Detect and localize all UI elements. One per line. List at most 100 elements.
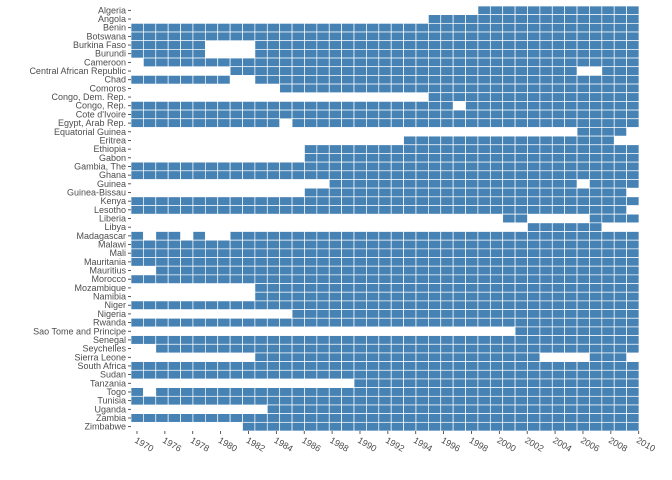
heatmap-cell	[204, 57, 219, 68]
heatmap-cell	[589, 309, 603, 319]
heatmap-cell	[539, 291, 553, 302]
heatmap-cell	[229, 196, 243, 206]
heatmap-cell	[539, 231, 553, 241]
heatmap-cell	[428, 101, 442, 111]
heatmap-cell	[489, 387, 504, 397]
heatmap-cell	[353, 413, 367, 423]
heatmap-cell	[576, 421, 590, 432]
y-tick-label: Seychelles	[82, 344, 126, 354]
heatmap-cell	[143, 101, 157, 111]
heatmap-cell	[366, 40, 380, 50]
heatmap-cell	[502, 92, 516, 102]
heatmap-cell	[527, 335, 541, 345]
heatmap-cell	[304, 57, 318, 68]
heatmap-cell	[366, 283, 380, 293]
x-tick-label: 1996	[440, 435, 462, 454]
heatmap-cell	[180, 101, 194, 111]
heatmap-cell	[279, 317, 293, 328]
heatmap-cell	[266, 395, 281, 406]
heatmap-cell	[539, 101, 553, 111]
heatmap-cell	[502, 404, 516, 415]
heatmap-cell	[428, 300, 442, 310]
heatmap-cell	[613, 317, 627, 328]
heatmap-cell	[428, 257, 442, 267]
heatmap-cell	[589, 265, 603, 276]
heatmap-cell	[489, 196, 504, 206]
heatmap-cell	[328, 265, 342, 276]
heatmap-cell	[390, 57, 404, 68]
heatmap-cell	[316, 343, 330, 354]
heatmap-cell	[440, 343, 454, 354]
heatmap-cell	[279, 335, 293, 345]
heatmap-cell	[502, 300, 516, 310]
heatmap-cell	[514, 83, 528, 94]
heatmap-cell	[551, 14, 566, 24]
heatmap-cell	[452, 170, 466, 180]
heatmap-cell	[291, 231, 305, 241]
heatmap-cell	[601, 57, 615, 68]
heatmap-cell	[514, 144, 528, 154]
heatmap-cell	[539, 92, 553, 102]
heatmap-cell	[551, 75, 566, 85]
heatmap-cell	[539, 248, 553, 258]
heatmap-cell	[266, 404, 281, 415]
heatmap-cell	[415, 291, 429, 302]
heatmap-cell	[539, 170, 553, 180]
heatmap-cell	[378, 231, 392, 241]
heatmap-cell	[366, 395, 380, 406]
heatmap-cell	[539, 196, 553, 206]
heatmap-cell	[589, 205, 603, 215]
heatmap-cell	[353, 231, 367, 241]
x-tick-label: 1980	[217, 435, 239, 454]
heatmap-cell	[564, 265, 578, 276]
heatmap-cell	[428, 421, 442, 432]
heatmap-cell	[601, 135, 615, 146]
heatmap-cell	[316, 352, 330, 362]
heatmap-cell	[341, 187, 355, 198]
heatmap-cell	[527, 283, 541, 293]
heatmap-cell	[266, 66, 281, 76]
x-tick-label: 1978	[189, 435, 211, 454]
heatmap-cell	[316, 257, 330, 267]
heatmap-cell	[452, 265, 466, 276]
heatmap-cell	[514, 335, 528, 345]
heatmap-cell	[514, 205, 528, 215]
heatmap-cell	[576, 239, 590, 250]
heatmap-cell	[242, 231, 256, 241]
heatmap-cell	[564, 187, 578, 198]
heatmap-cell	[403, 170, 417, 180]
heatmap-cell	[304, 153, 318, 163]
heatmap-cell	[366, 248, 380, 258]
heatmap-cell	[353, 283, 367, 293]
heatmap-cell	[229, 205, 243, 215]
heatmap-cell	[465, 239, 479, 250]
heatmap-cell	[143, 170, 157, 180]
heatmap-cell	[180, 23, 194, 33]
heatmap-cell	[341, 49, 355, 59]
heatmap-cell	[316, 118, 330, 128]
heatmap-cell	[167, 413, 181, 423]
heatmap-cell	[415, 31, 429, 42]
heatmap-cell	[601, 109, 615, 120]
heatmap-cell	[551, 265, 566, 276]
x-tick-label: 1970	[133, 435, 155, 454]
heatmap-cell	[415, 23, 429, 33]
heatmap-cell	[589, 248, 603, 258]
heatmap-cell	[130, 369, 144, 380]
heatmap-cell	[192, 31, 206, 42]
heatmap-cell	[192, 413, 206, 423]
heatmap-cell	[527, 101, 541, 111]
heatmap-cell	[489, 309, 504, 319]
heatmap-cell	[242, 265, 256, 276]
heatmap-cell	[613, 205, 627, 215]
heatmap-cell	[452, 161, 466, 172]
heatmap-cell	[328, 153, 342, 163]
heatmap-cell	[527, 274, 541, 284]
heatmap-cell	[217, 109, 231, 120]
heatmap-cell	[502, 205, 516, 215]
heatmap-cell	[390, 179, 404, 189]
heatmap-cell	[353, 343, 367, 354]
heatmap-cell	[428, 135, 442, 146]
heatmap-cell	[613, 144, 627, 154]
